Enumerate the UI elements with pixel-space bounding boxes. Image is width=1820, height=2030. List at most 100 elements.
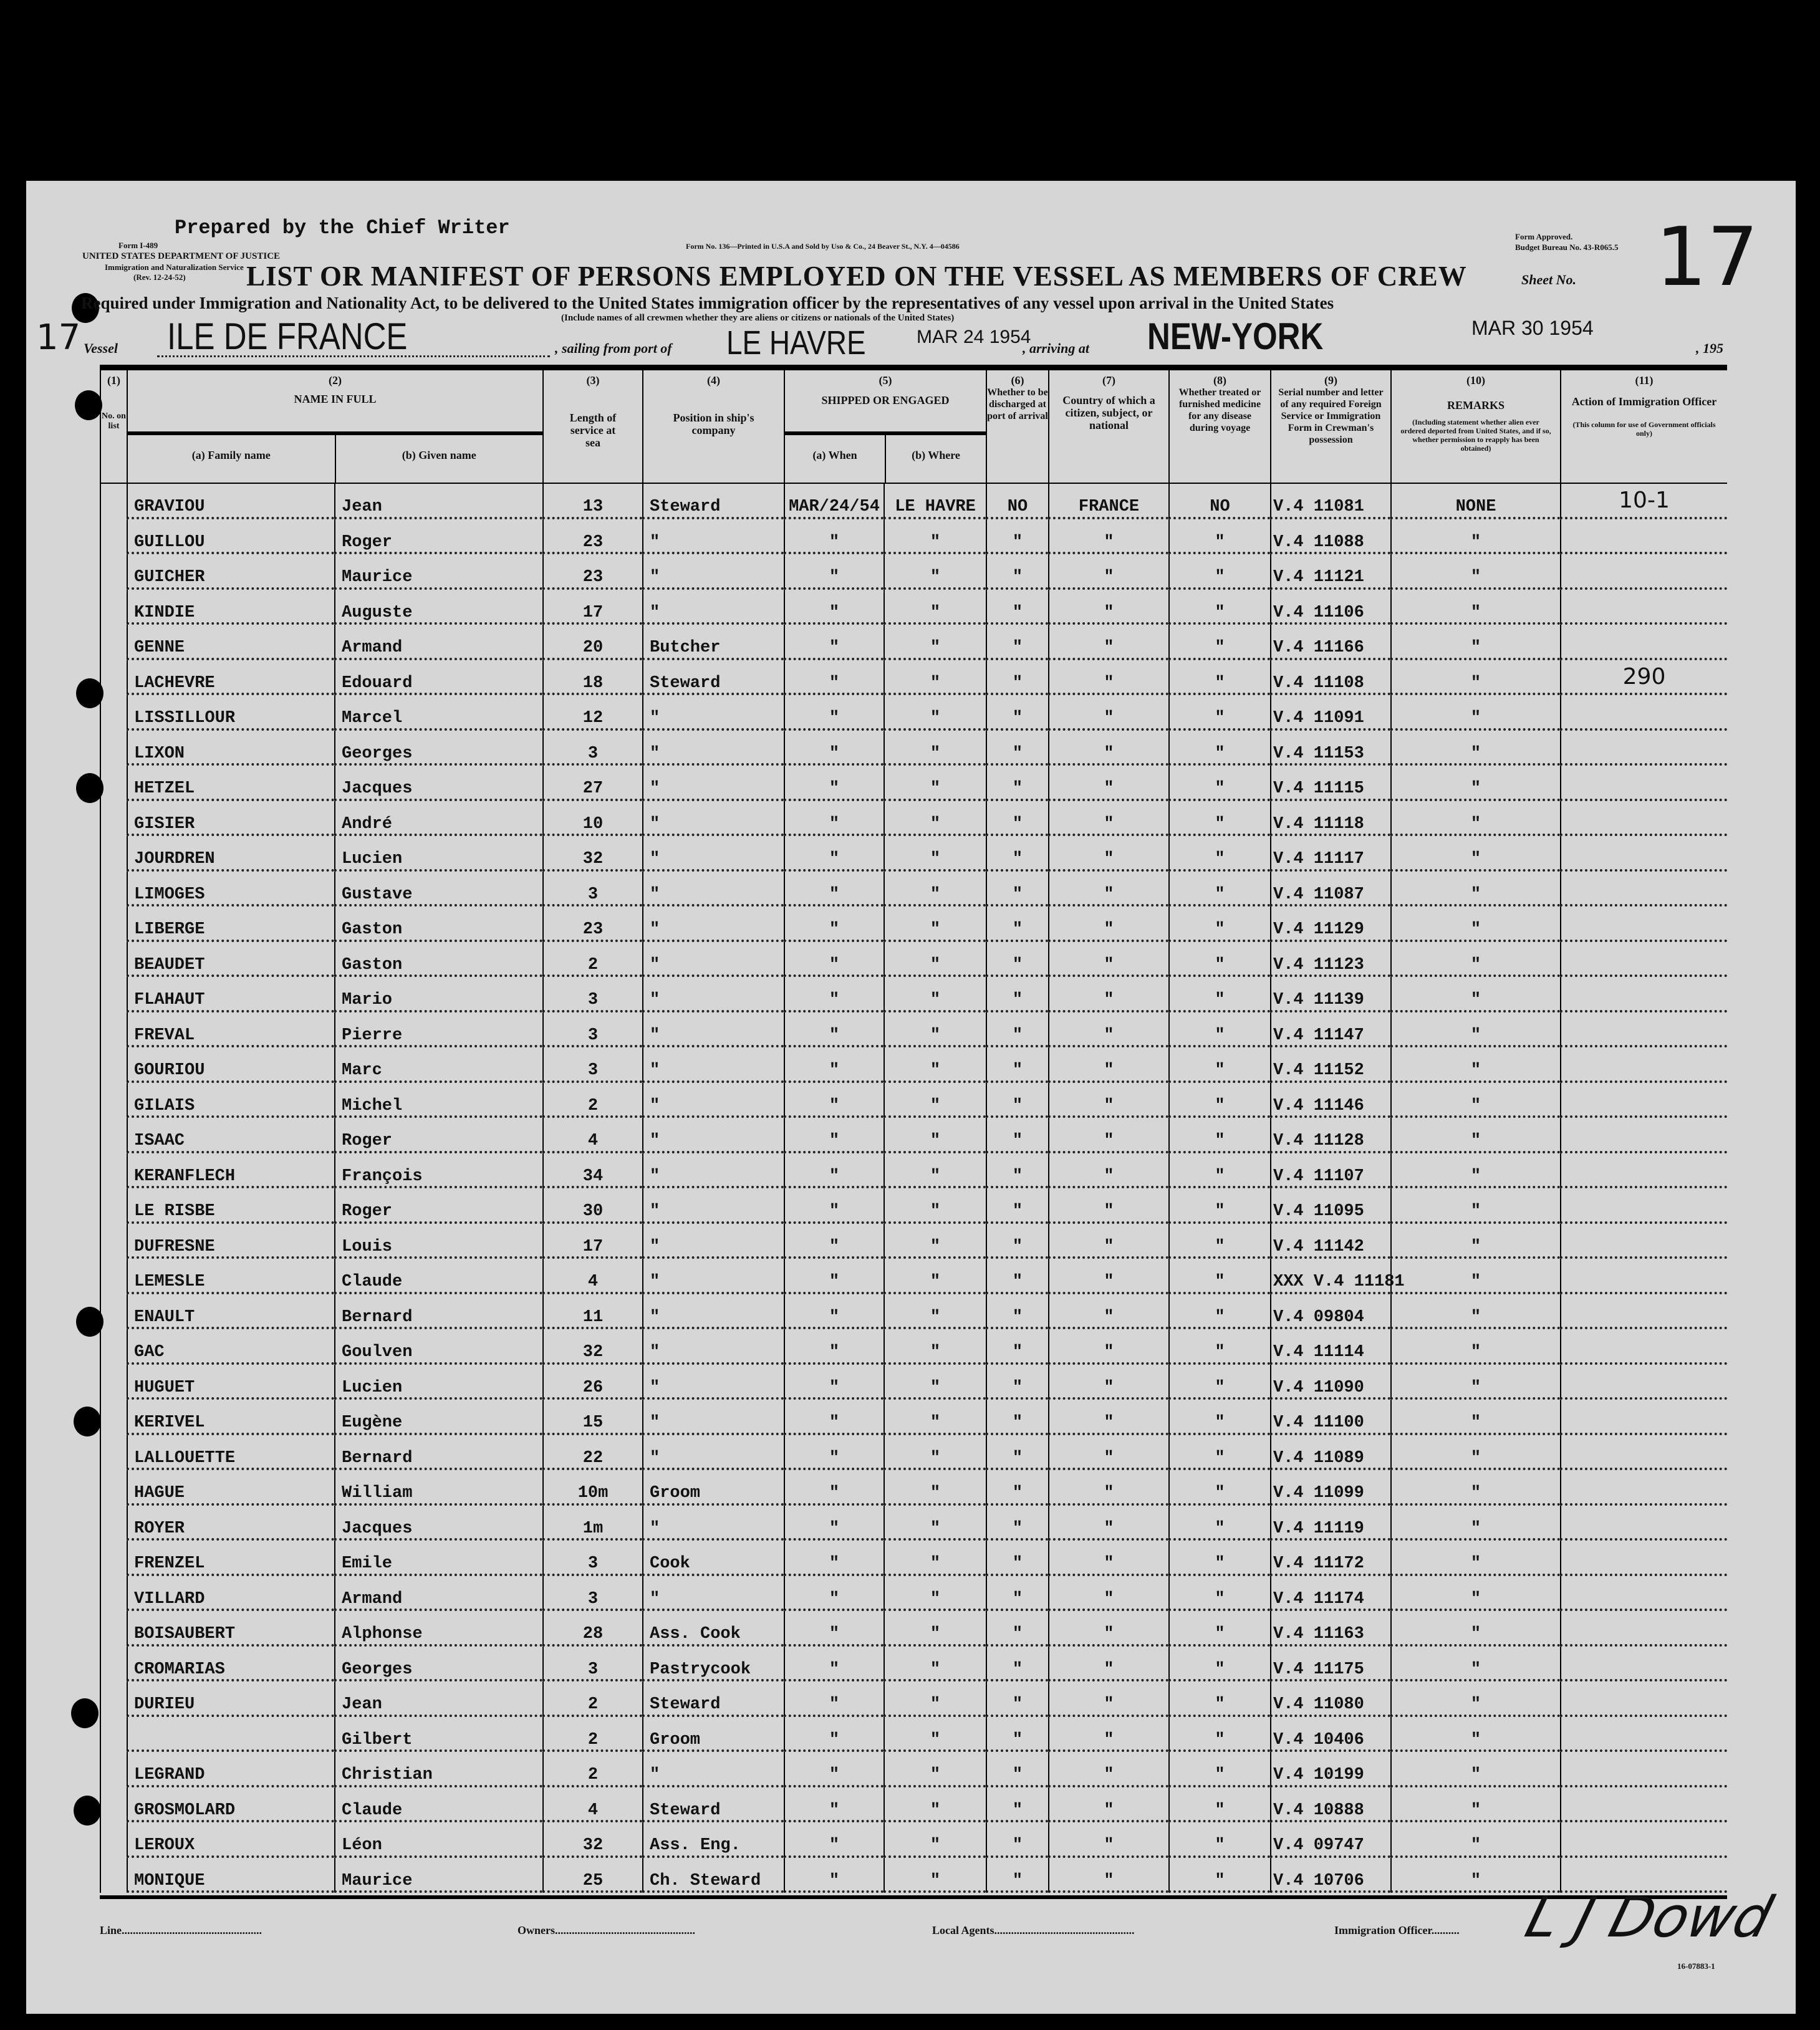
cell-country: " (1048, 1364, 1168, 1400)
punch-hole (76, 773, 104, 803)
cell-discharged: NO (986, 484, 1048, 519)
cell-discharged: " (986, 941, 1048, 977)
table-row: HETZEL Jacques 27 " " " " " " V.4 11115 " (100, 766, 1727, 801)
cell-shipped-where: LE HAVRE (884, 484, 986, 519)
cell-remarks: " (1390, 907, 1560, 942)
cell-discharged: " (986, 1329, 1048, 1365)
sheet-label: Sheet No. (1521, 272, 1576, 287)
cell-remarks: " (1390, 1259, 1560, 1294)
cell-remarks: " (1390, 1118, 1560, 1153)
cell-family-name: LEMESLE (127, 1259, 334, 1294)
cell-discharged: " (986, 1012, 1048, 1047)
cell-shipped-when: " (784, 1259, 884, 1294)
cell-given-name: Gilbert (334, 1716, 542, 1752)
col-no: (1) No. on list (100, 370, 127, 483)
cell-serial-number: V.4 11172 (1270, 1541, 1390, 1576)
cell-medicine: " (1168, 1681, 1270, 1717)
cell-remarks: " (1390, 1611, 1560, 1647)
cell-country: " (1048, 1118, 1168, 1153)
cell-shipped-when: " (784, 1435, 884, 1470)
table-row: GISIER André 10 " " " " " " V.4 11118 " (100, 801, 1727, 836)
cell-shipped-where: " (884, 1822, 986, 1858)
cell-remarks: " (1390, 941, 1560, 977)
cell-shipped-when: " (784, 766, 884, 801)
cell-position: " (642, 1435, 784, 1470)
cell-shipped-when: " (784, 730, 884, 766)
cell-shipped-when: " (784, 1294, 884, 1329)
cell-officer-action (1560, 1153, 1727, 1188)
cell-remarks: " (1390, 1047, 1560, 1083)
cell-position: " (642, 1047, 784, 1083)
cell-shipped-when: " (784, 1400, 884, 1435)
cell-shipped-when: " (784, 907, 884, 942)
row-number-cell (100, 1012, 127, 1047)
cell-given-name: Bernard (334, 1294, 542, 1329)
cell-serial-number: V.4 11117 (1270, 836, 1390, 872)
cell-length-of-service: 3 (542, 977, 642, 1013)
owners-label: Owners..................................… (518, 1924, 695, 1936)
cell-medicine: " (1168, 1787, 1270, 1822)
cell-serial-number: V.4 11114 (1270, 1329, 1390, 1365)
cell-family-name: MONIQUE (127, 1857, 334, 1893)
cell-officer-action (1560, 589, 1727, 625)
cell-given-name: Lucien (334, 836, 542, 872)
include-note: (Include names of all crewmen whether th… (561, 313, 955, 323)
row-number-cell (100, 1541, 127, 1576)
cell-position: " (642, 907, 784, 942)
crew-table: (1) No. on list (2) NAME IN FULL (a) Fami… (100, 365, 1727, 1893)
cell-discharged: " (986, 1822, 1048, 1858)
departure-port: LE HAVRE (726, 324, 866, 362)
cell-country: " (1048, 1822, 1168, 1858)
cell-country: FRANCE (1048, 484, 1168, 519)
cell-officer-action (1560, 1611, 1727, 1647)
cell-officer-action (1560, 1259, 1727, 1294)
cell-position: Ch. Steward (642, 1857, 784, 1893)
row-number-cell (100, 660, 127, 695)
cell-shipped-where: " (884, 801, 986, 836)
cell-shipped-where: " (884, 766, 986, 801)
cell-shipped-where: " (884, 1259, 986, 1294)
cell-family-name: FREVAL (127, 1012, 334, 1047)
cell-discharged: " (986, 589, 1048, 625)
cell-position: " (642, 554, 784, 590)
cell-given-name: Bernard (334, 1435, 542, 1470)
cell-family-name: GUICHER (127, 554, 334, 590)
cell-serial-number: XXX V.4 11181 (1270, 1259, 1405, 1294)
row-number-cell (100, 730, 127, 766)
cell-shipped-when: " (784, 554, 884, 590)
cell-discharged: " (986, 1047, 1048, 1083)
cell-serial-number: V.4 11146 (1270, 1082, 1390, 1118)
cell-country: " (1048, 1047, 1168, 1083)
cell-medicine: " (1168, 1752, 1270, 1787)
cell-discharged: " (986, 1505, 1048, 1541)
cell-remarks: " (1390, 1082, 1560, 1118)
table-row: GOURIOU Marc 3 " " " " " " V.4 11152 " (100, 1047, 1727, 1083)
cell-shipped-where: " (884, 1716, 986, 1752)
cell-shipped-when: " (784, 1787, 884, 1822)
cell-given-name: William (334, 1470, 542, 1506)
cell-discharged: " (986, 1259, 1048, 1294)
row-number-cell (100, 625, 127, 660)
cell-shipped-where: " (884, 1188, 986, 1224)
cell-medicine: " (1168, 695, 1270, 731)
punch-hole (71, 1698, 99, 1728)
table-row: GUICHER Maurice 23 " " " " " " V.4 11121 " (100, 554, 1727, 590)
cell-length-of-service: 3 (542, 1646, 642, 1681)
table-row: ISAAC Roger 4 " " " " " " V.4 11128 " (100, 1118, 1727, 1153)
cell-family-name: GOURIOU (127, 1047, 334, 1083)
cell-family-name: LACHEVRE (127, 660, 334, 695)
cell-shipped-where: " (884, 1400, 986, 1435)
cell-family-name: KERIVEL (127, 1400, 334, 1435)
col-remarks: (10) REMARKS (Including statement whether … (1390, 370, 1560, 483)
cell-remarks: " (1390, 660, 1560, 695)
printer-note: Form No. 136—Printed in U.S.A and Sold b… (686, 242, 960, 251)
cell-family-name: HETZEL (127, 766, 334, 801)
cell-officer-action (1560, 1822, 1727, 1858)
cell-discharged: " (986, 1082, 1048, 1118)
cell-position: " (642, 1329, 784, 1365)
table-row: HAGUE William 10m Groom " " " " " V.4 11099 " (100, 1470, 1727, 1506)
cell-shipped-where: " (884, 941, 986, 977)
cell-position: Pastrycook (642, 1646, 784, 1681)
cell-family-name: FRENZEL (127, 1541, 334, 1576)
cell-shipped-where: " (884, 1012, 986, 1047)
